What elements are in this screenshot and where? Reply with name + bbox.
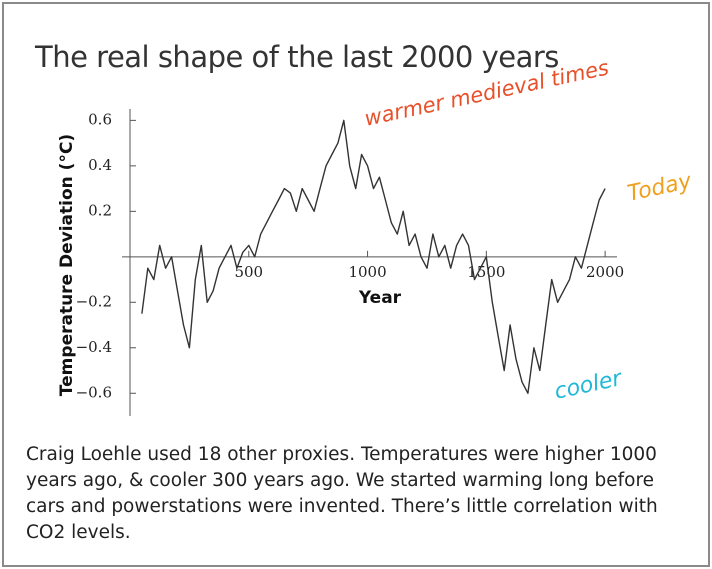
y-tick-label: 0.4	[88, 156, 112, 174]
x-tick-label: 500	[234, 263, 263, 281]
y-tick-label: 0.2	[88, 201, 112, 219]
annotation: cooler	[552, 366, 625, 405]
caption: Craig Loehle used 18 other proxies. Temp…	[26, 444, 658, 543]
y-tick-label: 0.6	[88, 110, 112, 128]
annotation: Today	[625, 169, 694, 207]
y-tick-label: −0.2	[76, 292, 112, 310]
x-tick-label: 1000	[348, 263, 386, 281]
y-tick-label: −0.4	[76, 338, 112, 356]
x-axis-label: Year	[358, 288, 402, 308]
y-tick-label: −0.6	[76, 383, 112, 401]
x-tick-label: 2000	[586, 263, 624, 281]
data-line	[141, 119, 606, 394]
slide-title: The real shape of the last 2000 years	[35, 40, 559, 74]
annotation: warmer medieval times	[362, 55, 611, 130]
y-axis-label: Temperature Deviation (°C)	[57, 134, 77, 396]
